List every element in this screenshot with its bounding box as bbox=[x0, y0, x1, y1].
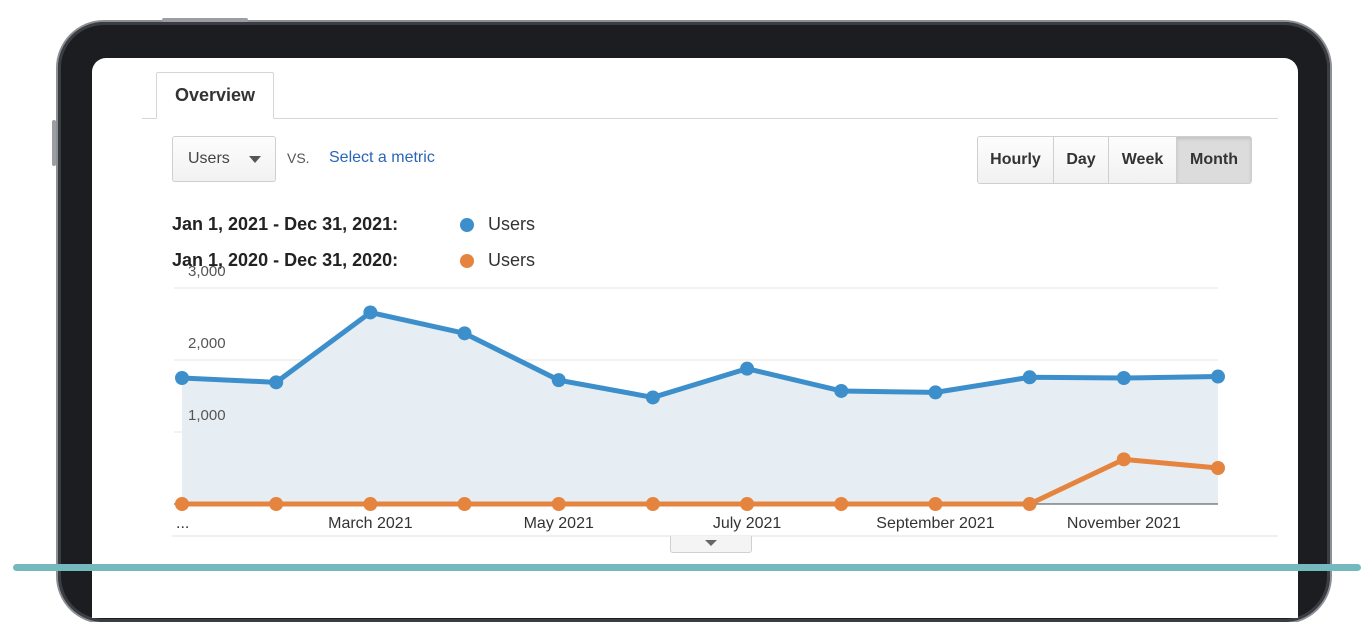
series-1-point-3 bbox=[457, 497, 472, 511]
y-tick-label-0: 3,000 bbox=[188, 263, 226, 280]
series-1-point-5 bbox=[645, 497, 660, 511]
legend-previous-dot bbox=[460, 254, 474, 268]
x-tick-label-5: November 2021 bbox=[1067, 515, 1181, 532]
legend-previous-range: Jan 1, 2020 - Dec 31, 2020: bbox=[172, 250, 399, 270]
series-0-point-4 bbox=[551, 373, 566, 388]
series-0-line bbox=[179, 309, 1221, 400]
y-tick-label-2: 1,000 bbox=[188, 407, 226, 424]
device-side-button bbox=[52, 120, 56, 166]
chart-collapse-handle[interactable] bbox=[670, 536, 752, 553]
period-week-button[interactable]: Week bbox=[1109, 137, 1177, 183]
legend-current-range: Jan 1, 2021 - Dec 31, 2021: bbox=[172, 214, 399, 234]
series-1-point-9 bbox=[1022, 497, 1037, 511]
x-tick-label-1: March 2021 bbox=[328, 515, 413, 532]
series-0-point-11 bbox=[1211, 369, 1225, 384]
chevron-down-icon bbox=[249, 156, 261, 163]
users-line-chart: 3,000 2,000 1,000... March 2021 May 2021 July… bbox=[172, 263, 1278, 537]
x-tick-label-0: ... bbox=[176, 515, 189, 532]
vs-label: VS. bbox=[287, 150, 310, 166]
series-1-point-0 bbox=[175, 497, 189, 511]
period-toggle-group: Hourly Day Week Month bbox=[977, 136, 1252, 184]
series-0-point-1 bbox=[269, 375, 284, 390]
current-series-area bbox=[182, 312, 1218, 504]
series-0-point-9 bbox=[1022, 370, 1037, 385]
analytics-screen: Overview Users VS. Select a metric Hourl… bbox=[92, 58, 1298, 618]
series-0-point-3 bbox=[457, 326, 472, 341]
series-0-point-10 bbox=[1116, 371, 1131, 385]
y-tick-label-1: 2,000 bbox=[188, 335, 226, 352]
series-1-point-4 bbox=[551, 497, 566, 511]
period-month-button[interactable]: Month bbox=[1177, 137, 1251, 183]
tab-overview[interactable]: Overview bbox=[156, 72, 274, 119]
tab-bar bbox=[142, 118, 1278, 119]
series-0-point-7 bbox=[834, 383, 849, 398]
series-1-point-1 bbox=[269, 497, 284, 511]
legend-current-dot bbox=[460, 218, 474, 232]
caret-down-icon bbox=[705, 540, 717, 546]
series-1-point-2 bbox=[363, 497, 378, 511]
series-1-line bbox=[179, 456, 1221, 507]
x-tick-label-2: May 2021 bbox=[524, 515, 594, 532]
metric-dropdown[interactable]: Users bbox=[172, 136, 276, 182]
series-0-point-6 bbox=[740, 361, 755, 376]
series-0-point-5 bbox=[645, 390, 660, 405]
series-0-point-2 bbox=[363, 305, 378, 320]
x-tick-label-4: September 2021 bbox=[876, 515, 994, 532]
device-top-button bbox=[162, 18, 248, 22]
decorative-teal-bar bbox=[13, 564, 1361, 571]
period-day-button[interactable]: Day bbox=[1054, 137, 1109, 183]
legend-current-label: Users bbox=[488, 214, 536, 234]
series-1-point-11 bbox=[1211, 461, 1225, 475]
select-metric-link[interactable]: Select a metric bbox=[329, 149, 435, 166]
x-tick-label-3: July 2021 bbox=[713, 515, 782, 532]
series-1-point-6 bbox=[740, 497, 755, 511]
period-hourly-button[interactable]: Hourly bbox=[978, 137, 1054, 183]
legend-previous-label: Users bbox=[488, 250, 536, 270]
series-1-point-10 bbox=[1116, 452, 1131, 467]
series-1-point-8 bbox=[928, 497, 943, 511]
series-1-point-7 bbox=[834, 497, 849, 511]
series-0-point-0 bbox=[175, 371, 189, 385]
series-0-point-8 bbox=[928, 385, 943, 400]
metric-dropdown-value: Users bbox=[188, 150, 230, 167]
